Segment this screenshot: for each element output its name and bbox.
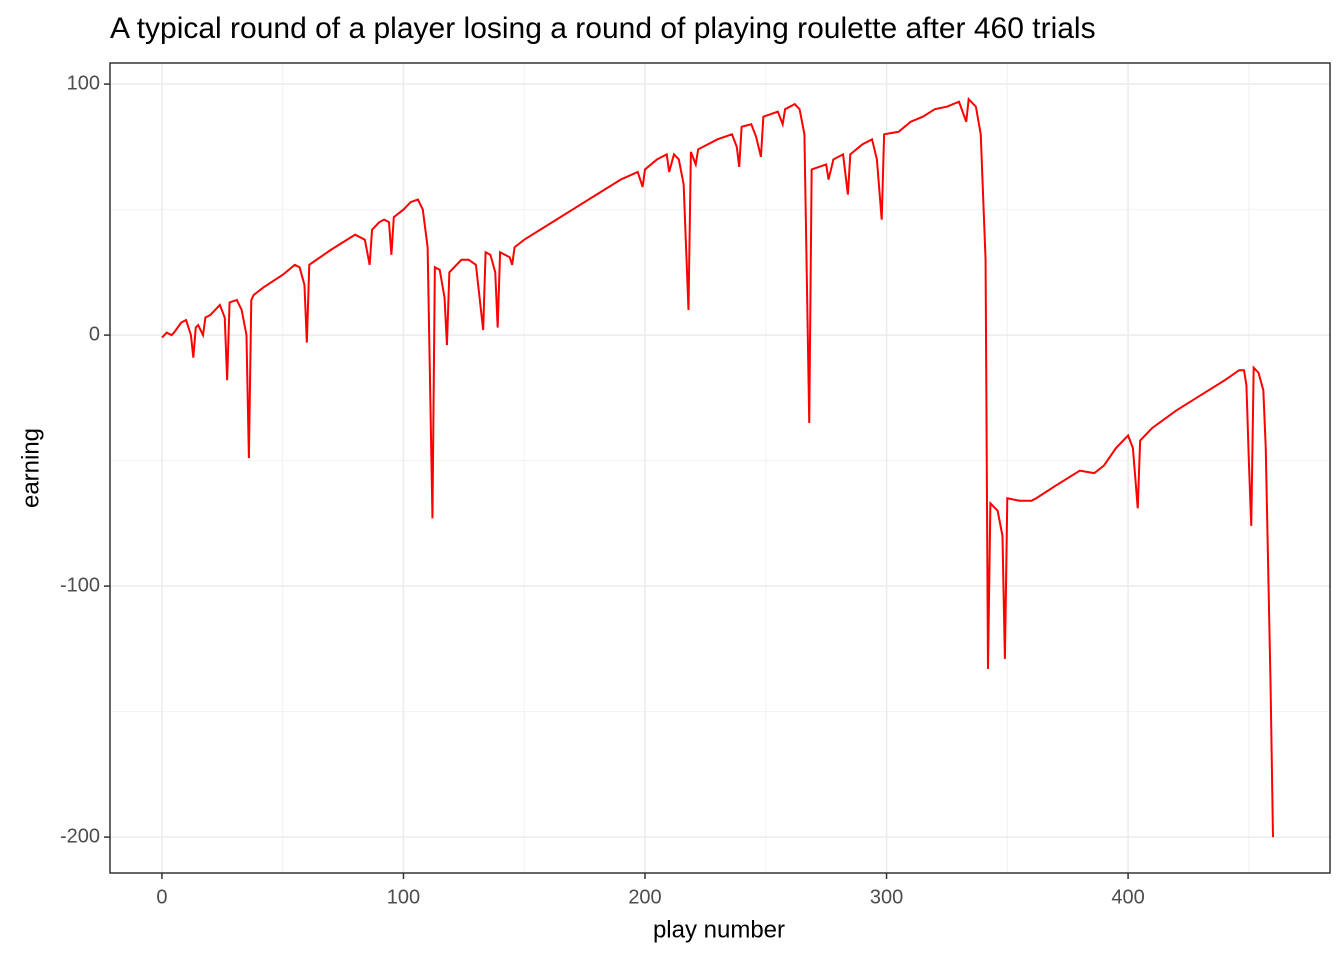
y-axis-title: earning xyxy=(17,428,44,508)
y-tick-label: -200 xyxy=(60,825,100,847)
data-line xyxy=(161,96,1274,838)
x-tick-label: 400 xyxy=(1111,886,1144,908)
x-axis-title: play number xyxy=(653,916,785,943)
y-tick-label: -100 xyxy=(60,574,100,596)
y-tick-label: 100 xyxy=(67,72,100,94)
x-tick-label: 300 xyxy=(870,886,903,908)
x-tick-label: 200 xyxy=(628,886,661,908)
panel-border xyxy=(109,62,1331,874)
x-tick-label: 0 xyxy=(156,886,167,908)
y-tick-label: 0 xyxy=(89,323,100,345)
x-tick-label: 100 xyxy=(387,886,420,908)
chart-title: A typical round of a player losing a rou… xyxy=(110,12,1096,45)
